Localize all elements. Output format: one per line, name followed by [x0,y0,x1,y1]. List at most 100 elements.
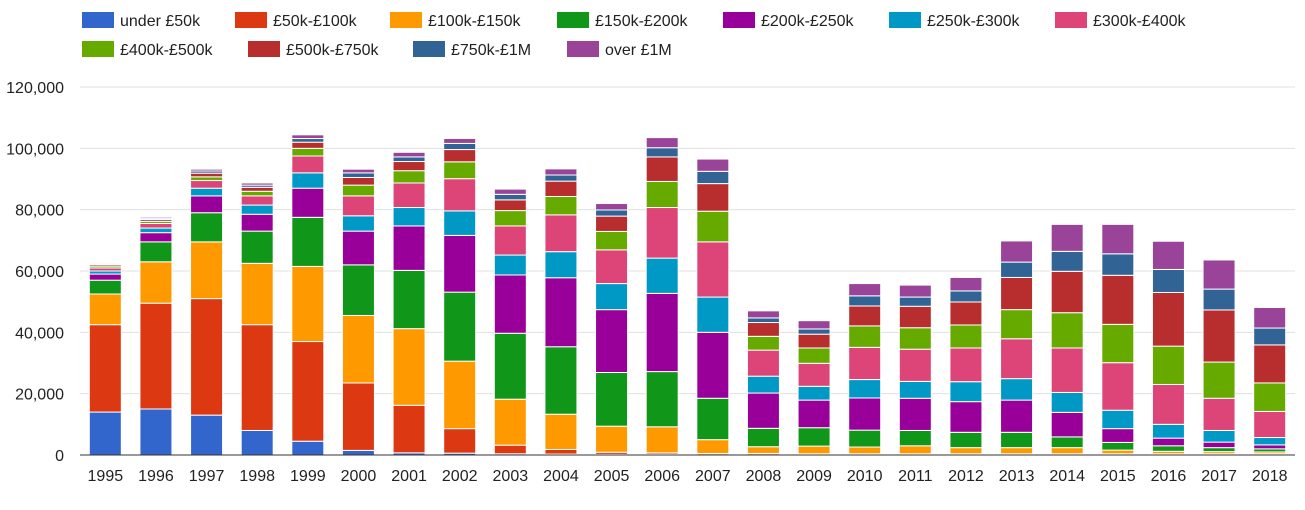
axes: 0 20,000 40,000 60,000 80,000 100,000 120,000 1… [6,80,1295,485]
bar-segment [696,296,730,333]
bar-segment [797,445,831,455]
bar-segment [392,225,426,271]
bar-segment [848,325,882,348]
legend-item: £200k-£250k [723,12,855,30]
bar-segment [291,440,325,456]
legend-item: £100k-£150k [390,12,522,30]
bar-segment [797,399,831,429]
bar-segment [291,147,325,157]
y-tick-label: 100,000 [6,141,64,158]
legend-label: under £50k [120,13,201,30]
bar-segment [190,180,224,189]
bar-segment [341,168,375,174]
x-tick-label: 2004 [543,468,579,485]
bar-segment [696,439,730,454]
bar-segment [595,372,629,427]
bar-segment [1202,397,1236,431]
bar-segment [645,257,679,294]
bar-segment [139,227,173,234]
legend-swatch [889,12,921,28]
bar-stack [443,138,477,456]
bar-segment [696,397,730,441]
legend-item: £250k-£300k [889,12,1021,30]
bar-segment [797,333,831,349]
x-tick-label: 2006 [644,468,680,485]
bar-segment [392,269,426,330]
bar-segment [696,158,730,172]
bar-segment [341,172,375,178]
bar-segment [949,401,983,433]
x-tick-label: 2018 [1252,468,1288,485]
bar-segment [1050,411,1084,438]
x-tick-label: 2013 [999,468,1035,485]
bar-segment [898,429,932,447]
bar-segment [746,317,780,324]
bar-stack [797,320,831,456]
bar-segment [645,292,679,373]
legend-item: £500k-£750k [248,41,380,59]
x-tick-label: 2007 [695,468,731,485]
bar-segment [645,371,679,428]
x-tick-label: 2000 [341,468,377,485]
bar-segment [139,302,173,410]
bar-segment [240,324,274,431]
bar-segment [88,279,122,295]
bar-segment [645,156,679,182]
bar-stack [1101,223,1135,456]
bar-segment [797,328,831,335]
legend-label: £50k-£100k [273,13,358,30]
legend-swatch [82,12,114,28]
bar-segment [544,448,578,455]
bar-segment [88,262,122,265]
bar-segment [240,186,274,192]
bars [88,134,1287,456]
bar-segment [1101,362,1135,411]
bar-segment [88,293,122,326]
bar-segment [544,214,578,253]
bar-segment [1202,259,1236,290]
legend-item: over £1M [567,41,672,59]
bar-segment [746,375,780,394]
x-tick-label: 1998 [239,468,275,485]
legend-label: £750k-£1M [451,42,531,59]
bar-segment [291,138,325,143]
bar-segment [1151,383,1185,425]
bar-segment [696,183,730,212]
bar-segment [746,446,780,454]
bar-segment [595,425,629,453]
legend: under £50k £50k-£100k £100k-£150k £150k-£20… [82,12,1187,59]
bar-segment [949,276,983,292]
bar-segment [392,156,426,163]
bar-segment [1151,291,1185,347]
legend-label: £300k-£400k [1093,13,1187,30]
bar-stack [949,276,983,456]
legend-item: under £50k [82,12,201,30]
bar-segment [139,216,173,219]
bar-segment [443,291,477,362]
bar-segment [139,222,173,229]
legend-label: £150k-£200k [595,13,689,30]
bar-segment [544,195,578,216]
bar-segment [443,142,477,151]
bar-segment [493,274,527,334]
bar-stack [1151,240,1185,456]
bar-segment [544,277,578,348]
y-tick-label: 80,000 [15,203,64,220]
bar-segment [240,204,274,215]
bar-segment [1101,428,1135,443]
bar-segment [746,322,780,337]
x-tick-label: 2010 [847,468,883,485]
bar-segment [190,172,224,178]
bar-segment [1253,437,1287,446]
legend-swatch [557,12,589,28]
legend-swatch [1055,12,1087,28]
bar-segment [392,207,426,227]
bar-segment [1050,312,1084,349]
bar-segment [1253,382,1287,412]
legend-swatch [723,12,755,28]
bar-segment [898,296,932,307]
legend-item: £400k-£500k [82,41,214,59]
bar-segment [291,134,325,140]
bar-stack [88,262,122,456]
